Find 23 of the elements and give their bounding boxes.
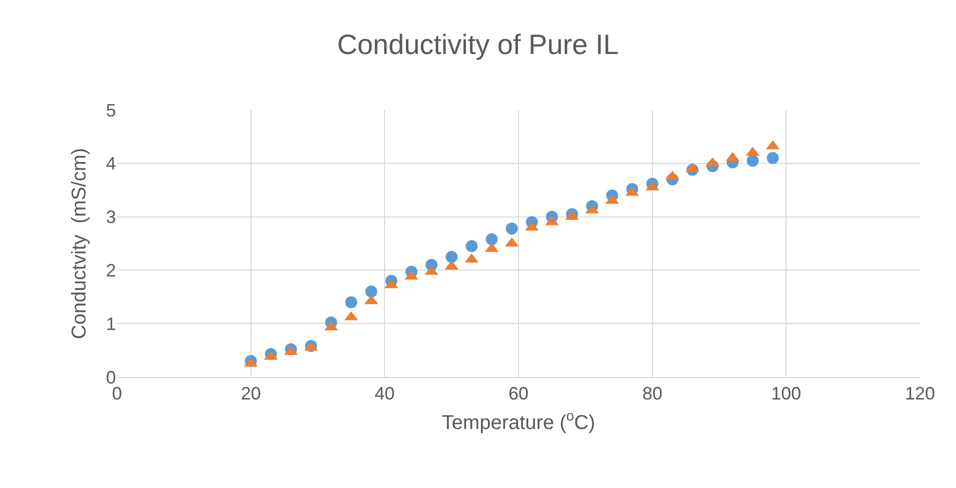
x-axis-title: Temperature ($^{o}$C) [442,408,596,434]
point [466,240,478,252]
point [766,152,779,164]
point [506,222,518,235]
x-tick-label: 20 [240,384,261,404]
x-tick-label: 80 [642,384,662,404]
x-tick-label: 40 [374,384,395,404]
y-tick-label: 0 [106,367,116,388]
x-tick-label: 60 [508,384,529,404]
y-axis-title: Conductvity (mS/cm) [68,148,90,340]
y-tick-label: 5 [106,100,116,120]
y-tick-label: 4 [106,154,116,174]
point [345,296,358,308]
y-tick-label: 2 [106,260,116,280]
point [746,154,759,167]
x-tick-label: 120 [904,384,936,404]
chart-title: Conductivity of Pure IL [337,28,619,60]
y-tick-label: 3 [106,207,116,228]
y-tick-label: 1 [106,314,116,334]
x-tick-label: 100 [771,384,802,404]
point [446,250,458,263]
point [486,233,498,246]
point [365,286,378,298]
